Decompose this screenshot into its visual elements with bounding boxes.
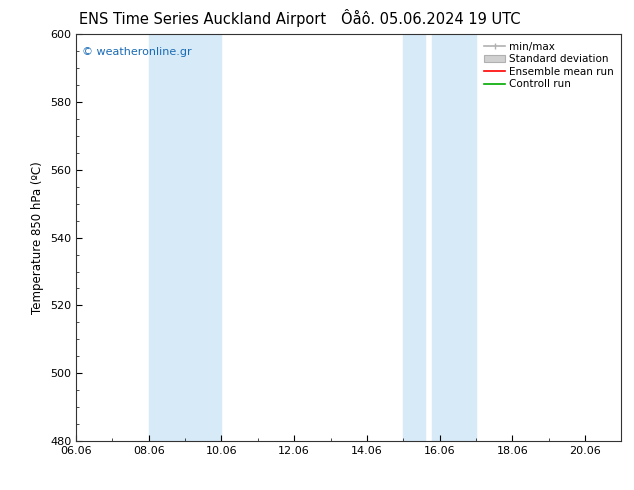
Text: Ôåô. 05.06.2024 19 UTC: Ôåô. 05.06.2024 19 UTC xyxy=(341,12,521,27)
Bar xyxy=(149,34,221,441)
Y-axis label: Temperature 850 hPa (ºC): Temperature 850 hPa (ºC) xyxy=(32,161,44,314)
Text: © weatheronline.gr: © weatheronline.gr xyxy=(82,47,191,56)
Legend: min/max, Standard deviation, Ensemble mean run, Controll run: min/max, Standard deviation, Ensemble me… xyxy=(480,37,618,94)
Text: ENS Time Series Auckland Airport: ENS Time Series Auckland Airport xyxy=(79,12,327,27)
Bar xyxy=(432,34,476,441)
Bar xyxy=(403,34,425,441)
